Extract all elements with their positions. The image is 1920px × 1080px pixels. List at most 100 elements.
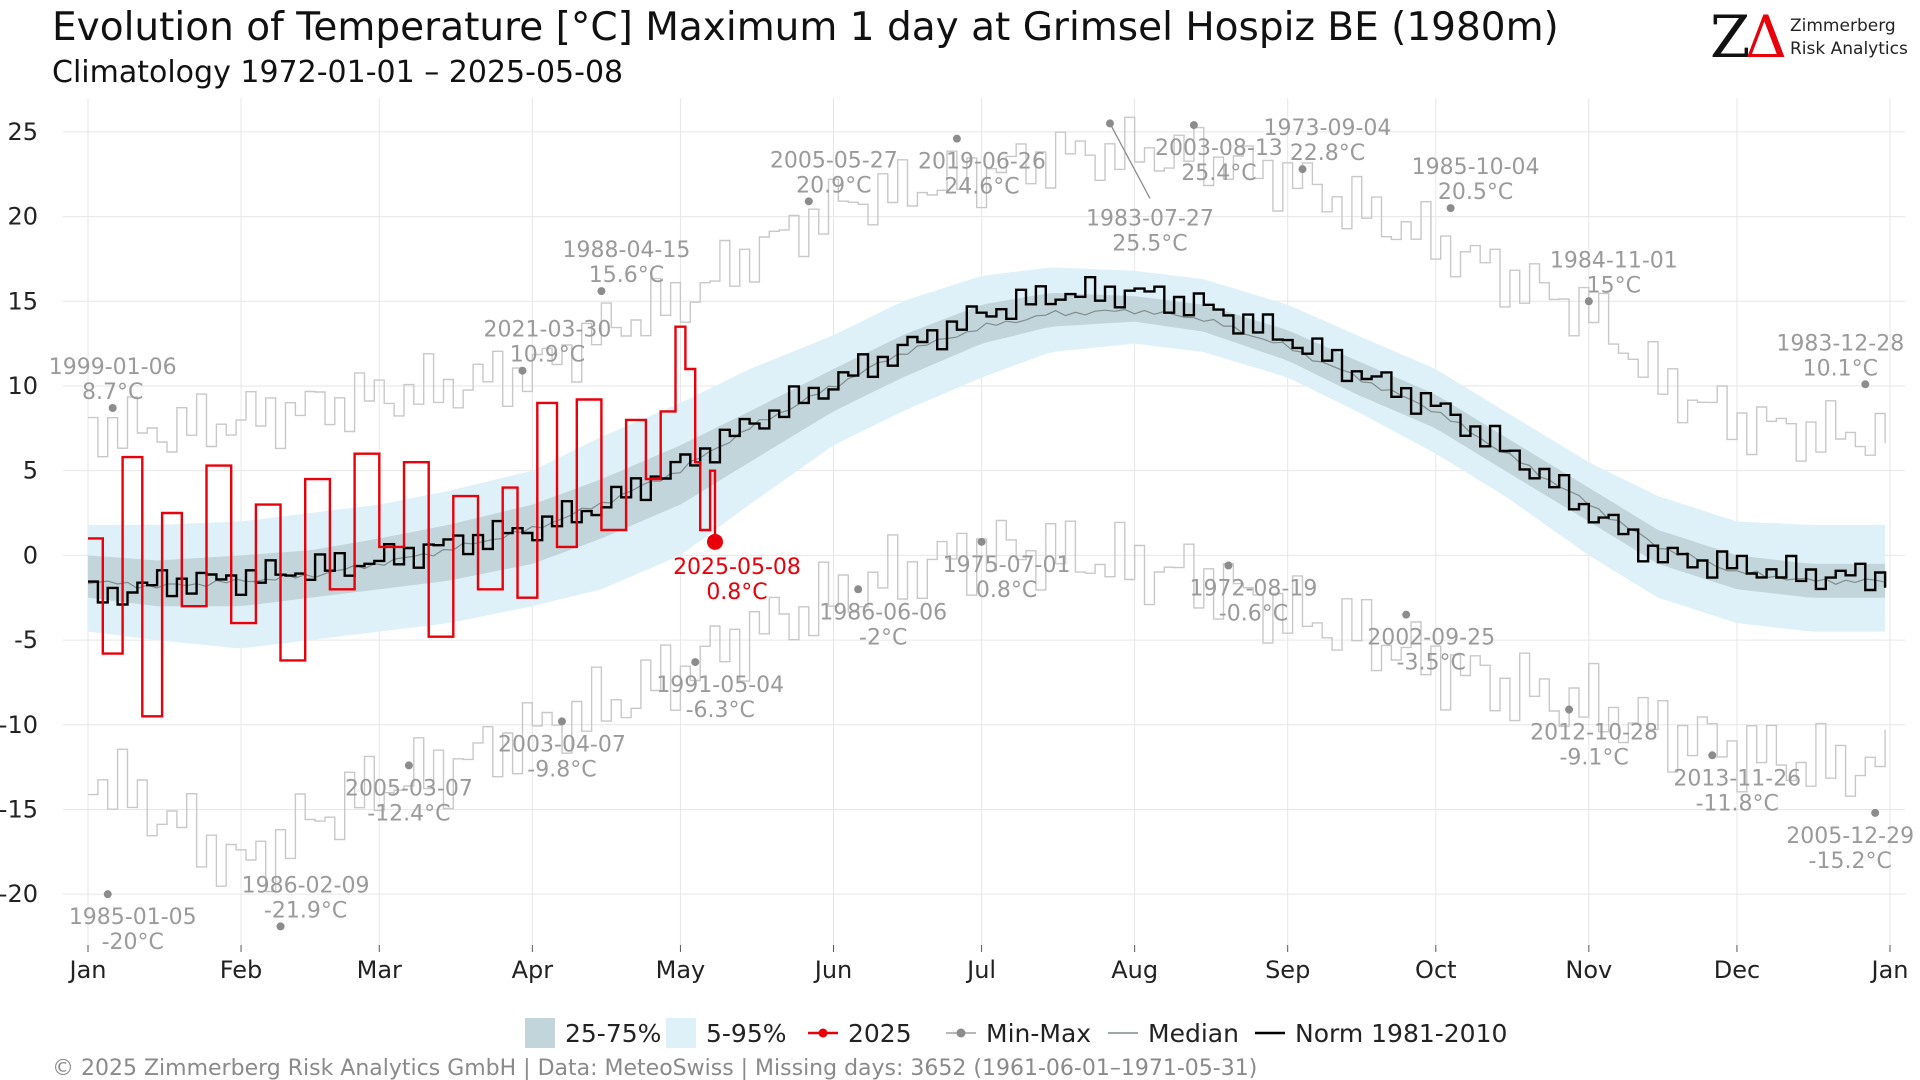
record-date-label: 2019-06-26 [918,150,1046,175]
record-value-label: 8.7°C [82,380,143,405]
x-tick-label: Jan [68,956,107,984]
record-value-label: -20°C [102,930,164,955]
logo-mark-delta: Δ [1745,3,1787,71]
legend-item-line-black: Norm 1981-2010 [1255,1019,1507,1048]
legend-label: Median [1148,1019,1239,1048]
record-date-label: 2005-05-27 [770,148,898,173]
y-tick-label: 10 [7,372,38,400]
record-date-label: 1983-12-28 [1776,331,1904,356]
y-tick-label: -20 [0,880,38,908]
x-tick-label: Sep [1265,956,1310,984]
record-point [276,922,285,931]
y-tick-label: 5 [23,457,38,485]
record-value-label: 10.9°C [510,343,585,368]
record-value-label: 15°C [1587,273,1641,298]
axes: 25 20 15 10 5 0 -5 -10 -15 -20 Jan Feb Mar Apr May Jun J… [0,118,1909,984]
record-date-label: 2003-04-07 [498,732,626,757]
x-tick-label: May [656,956,706,984]
record-point [108,404,117,413]
legend-item-line-dot-grey: Min-Max [946,1019,1091,1048]
record-value-label: -0.6°C [1219,602,1288,627]
record-date-label: 2005-12-29 [1786,824,1914,849]
record-value-label: 20.5°C [1438,180,1513,205]
record-point [1298,165,1307,174]
record-value-label: 10.1°C [1803,356,1878,381]
legend-swatch [666,1018,696,1048]
record-point [1871,808,1880,817]
record-point [952,134,961,143]
record-value-label: 25.5°C [1112,231,1187,256]
record-point [1708,751,1717,760]
x-tick-label: Jan [1870,956,1909,984]
record-value-label: 15.6°C [589,263,664,288]
norm-1981-2010-line [88,276,1887,606]
record-value-label: -9.1°C [1559,746,1628,771]
legend-swatch-dot [956,1028,966,1038]
x-tick-label: Aug [1111,956,1158,984]
record-value-label: -9.8°C [527,757,596,782]
record-date-label: 2021-03-30 [484,318,612,343]
legend: 25-75% 5-95% 2025 Min-Max Median Norm 1981-20… [525,1018,1507,1048]
y-tick-label: 20 [7,203,38,231]
record-point [597,287,606,296]
record-point [691,658,700,667]
record-value-label: -21.9°C [264,898,347,923]
chart-subtitle: Climatology 1972-01-01 – 2025-05-08 [52,55,623,90]
record-point [1224,561,1233,570]
record-date-label: 1973-09-04 [1264,116,1392,141]
record-date-label: 2002-09-25 [1367,626,1495,651]
record-date-label: 1972-08-19 [1190,577,1318,602]
x-tick-label: Oct [1415,956,1457,984]
chart-title: Evolution of Temperature [°C] Maximum 1 … [52,5,1559,50]
logo-mark-z: Z [1710,3,1750,71]
x-tick-label: Mar [357,956,402,984]
record-date-label: 1999-01-06 [49,355,177,380]
end-point-value-label: 0.8°C [706,580,767,605]
legend-label: Min-Max [986,1019,1091,1048]
legend-item-line-dot-red: 2025 [808,1019,912,1048]
record-point [804,197,813,206]
record-annotations: 2025-05-080.8°C1999-01-068.7°C1985-01-05… [49,116,1914,955]
record-date-label: 1985-10-04 [1412,155,1540,180]
record-point [1565,705,1574,714]
brand-logo: Z Δ Zimmerberg Risk Analytics [1710,3,1908,71]
record-point [1446,204,1455,213]
y-tick-label: 15 [7,287,38,315]
y-tick-label: -15 [0,795,38,823]
series-2025-line [88,325,717,718]
legend-swatch-dot [818,1028,828,1038]
record-value-label: -2°C [859,625,907,650]
legend-item-line-grey: Median [1108,1019,1239,1048]
record-min-line [88,519,1886,893]
y-tick-label: -10 [0,711,38,739]
record-point [1189,121,1198,130]
record-value-label: -6.3°C [686,698,755,723]
legend-label: 25-75% [565,1019,661,1048]
x-tick-label: Feb [220,956,263,984]
logo-line-1: Zimmerberg [1790,16,1896,36]
record-date-label: 1991-05-04 [656,673,784,698]
record-point [854,585,863,594]
record-date-label: 2013-11-26 [1673,766,1801,791]
x-tick-label: Jul [965,956,996,984]
median-line [87,308,1886,590]
legend-item-band-inner: 25-75% [525,1018,661,1048]
x-tick-label: Apr [512,956,554,984]
record-point [404,761,413,770]
record-point [1584,297,1593,306]
record-date-label: 1986-06-06 [819,600,947,625]
record-value-label: 25.4°C [1181,161,1256,186]
y-tick-label: 25 [7,118,38,146]
record-value-label: 22.8°C [1290,141,1365,166]
record-point [557,717,566,726]
legend-label: 5-95% [706,1019,787,1048]
record-date-label: 1975-07-01 [943,553,1071,578]
x-tick-label: Nov [1565,956,1612,984]
record-date-label: 1983-07-27 [1086,206,1214,231]
end-point-date-label: 2025-05-08 [673,555,801,580]
record-value-label: -3.5°C [1397,651,1466,676]
record-date-label: 1986-02-09 [242,873,370,898]
record-value-label: 20.9°C [796,173,871,198]
record-date-label: 2005-03-07 [345,776,473,801]
